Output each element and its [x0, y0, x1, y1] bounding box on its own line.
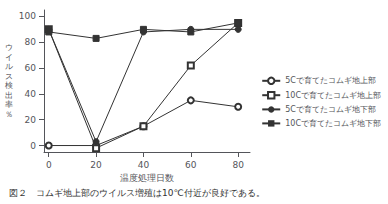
svg-text:率: 率 [5, 100, 13, 109]
svg-text:5Cで育てたコムギ地下部: 5Cで育てたコムギ地下部 [285, 105, 376, 114]
svg-text:60: 60 [185, 160, 197, 170]
svg-text:ウ: ウ [5, 43, 13, 52]
svg-text:％: ％ [5, 110, 13, 119]
svg-text:検: 検 [5, 81, 13, 90]
svg-text:10Cで育てたコムギ地下部: 10Cで育てたコムギ地下部 [285, 119, 381, 128]
svg-text:40: 40 [138, 160, 150, 170]
svg-text:80: 80 [25, 37, 37, 47]
svg-text:イ: イ [5, 53, 13, 62]
svg-text:図２ コムギ地上部のウイルス増殖は10℃付近が良好である。: 図２ コムギ地上部のウイルス増殖は10℃付近が良好である。 [9, 188, 265, 198]
svg-text:0: 0 [30, 141, 36, 151]
svg-text:5Cで育てたコムギ地上部: 5Cで育てたコムギ地上部 [285, 76, 376, 85]
svg-text:20: 20 [90, 160, 102, 170]
svg-text:10Cで育てたコムギ地上部: 10Cで育てたコムギ地上部 [285, 91, 381, 100]
svg-text:ル: ル [5, 62, 13, 71]
svg-text:80: 80 [232, 160, 244, 170]
svg-text:温度処理日数: 温度処理日数 [120, 173, 174, 183]
svg-text:ス: ス [5, 72, 13, 81]
svg-text:40: 40 [25, 89, 37, 99]
svg-text:60: 60 [25, 63, 37, 73]
svg-text:100: 100 [19, 11, 36, 21]
svg-text:出: 出 [5, 91, 13, 100]
svg-text:20: 20 [25, 115, 37, 125]
svg-text:0: 0 [46, 160, 52, 170]
